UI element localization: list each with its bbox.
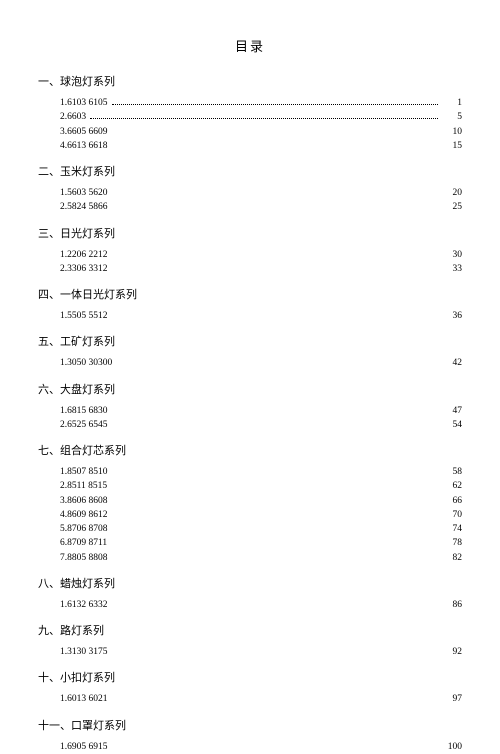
entry-page: 20 [442, 186, 462, 200]
section-head: 十一、口罩灯系列 [38, 717, 462, 733]
toc-body: 一、球泡灯系列1.6103 610512.660353.6605 6609104… [38, 73, 462, 754]
entry-page: 86 [442, 598, 462, 612]
toc-entry: 2.5824 5866 25 [60, 200, 462, 214]
section-head: 九、路灯系列 [38, 622, 462, 638]
toc-entry: 5.8706 8708 74 [60, 522, 462, 536]
entry-label: 1.8507 8510 [60, 465, 108, 479]
section-head: 七、组合灯芯系列 [38, 442, 462, 458]
toc-entry: 4.6613 6618 15 [60, 139, 462, 153]
entry-label: 3.6605 6609 [60, 125, 108, 139]
entry-page: 5 [442, 110, 462, 124]
section-head: 二、玉米灯系列 [38, 163, 462, 179]
entry-page: 54 [442, 418, 462, 432]
toc-entry: 1.6815 6830 47 [60, 404, 462, 418]
entry-page: 10 [442, 125, 462, 139]
entry-label: 1.5505 5512 [60, 309, 108, 323]
toc-entry: 7.8805 8808 82 [60, 551, 462, 565]
entry-label: 2.8511 8515 [60, 479, 107, 493]
section-head: 六、大盘灯系列 [38, 381, 462, 397]
toc-entry: 1.6905 6915 100 [60, 740, 462, 754]
entry-page: 78 [442, 536, 462, 550]
toc-entry: 1.2206 2212 30 [60, 248, 462, 262]
entry-page: 30 [442, 248, 462, 262]
toc-entry: 1.5505 5512 36 [60, 309, 462, 323]
entry-page: 15 [442, 139, 462, 153]
entry-label: 1.2206 2212 [60, 248, 108, 262]
toc-entry: 1.8507 8510 58 [60, 465, 462, 479]
entries: 1.6905 6915 100 [60, 740, 462, 754]
entry-label: 2.3306 3312 [60, 262, 108, 276]
entry-label: 1.3050 30300 [60, 356, 112, 370]
section-head: 五、工矿灯系列 [38, 333, 462, 349]
entry-page: 82 [442, 551, 462, 565]
entries: 1.6103 610512.660353.6605 6609104.6613 6… [60, 96, 462, 153]
entry-label: 1.5603 5620 [60, 186, 108, 200]
entry-label: 4.8609 8612 [60, 508, 108, 522]
entry-page: 100 [442, 740, 462, 754]
entry-page: 66 [442, 494, 462, 508]
toc-title: 目录 [38, 36, 462, 55]
toc-entry: 1.3050 30300 42 [60, 356, 462, 370]
entries: 1.2206 2212 30 2.3306 3312 33 [60, 248, 462, 277]
toc-entry: 6.8709 8711 78 [60, 536, 462, 550]
toc-entry: 1.6103 6105 1 [60, 96, 462, 110]
entry-label: 1.6905 6915 [60, 740, 108, 754]
entry-label: 1.3130 3175 [60, 645, 108, 659]
dot-leader [112, 104, 439, 105]
entry-label: 2.5824 5866 [60, 200, 108, 214]
entry-label: 2.6603 [60, 110, 86, 124]
toc-entry: 2.6603 5 [60, 110, 462, 124]
toc-entry: 1.6013 6021 97 [60, 692, 462, 706]
entries: 1.3130 3175 92 [60, 645, 462, 659]
entry-label: 3.8606 8608 [60, 494, 108, 508]
entry-label: 6.8709 8711 [60, 536, 107, 550]
entry-page: 92 [442, 645, 462, 659]
toc-entry: 1.6132 6332 86 [60, 598, 462, 612]
entries: 1.6013 6021 97 [60, 692, 462, 706]
entry-label: 7.8805 8808 [60, 551, 108, 565]
toc-entry: 3.6605 6609 10 [60, 125, 462, 139]
toc-entry: 2.3306 3312 33 [60, 262, 462, 276]
toc-entry: 3.8606 8608 66 [60, 494, 462, 508]
entry-page: 36 [442, 309, 462, 323]
toc-entry: 1.5603 5620 20 [60, 186, 462, 200]
entries: 1.6815 6830 47 2.6525 6545 54 [60, 404, 462, 433]
entry-page: 70 [442, 508, 462, 522]
entry-label: 1.6132 6332 [60, 598, 108, 612]
entry-page: 42 [442, 356, 462, 370]
entry-label: 4.6613 6618 [60, 139, 108, 153]
section-head: 八、蜡烛灯系列 [38, 575, 462, 591]
entries: 1.5505 5512 36 [60, 309, 462, 323]
entries: 1.6132 6332 86 [60, 598, 462, 612]
dot-leader [90, 118, 438, 119]
entries: 1.3050 30300 42 [60, 356, 462, 370]
section-head: 四、一体日光灯系列 [38, 286, 462, 302]
section-head: 一、球泡灯系列 [38, 73, 462, 89]
section-head: 十、小扣灯系列 [38, 669, 462, 685]
entry-page: 47 [442, 404, 462, 418]
entry-page: 62 [442, 479, 462, 493]
entry-label: 1.6103 6105 [60, 96, 108, 110]
entries: 1.5603 5620 20 2.5824 5866 25 [60, 186, 462, 215]
entry-label: 1.6013 6021 [60, 692, 108, 706]
toc-entry: 2.8511 8515 62 [60, 479, 462, 493]
entry-page: 25 [442, 200, 462, 214]
entry-label: 5.8706 8708 [60, 522, 108, 536]
toc-entry: 1.3130 3175 92 [60, 645, 462, 659]
entry-label: 2.6525 6545 [60, 418, 108, 432]
entry-page: 33 [442, 262, 462, 276]
entry-page: 74 [442, 522, 462, 536]
entry-page: 97 [442, 692, 462, 706]
section-head: 三、日光灯系列 [38, 225, 462, 241]
entry-page: 58 [442, 465, 462, 479]
toc-entry: 2.6525 6545 54 [60, 418, 462, 432]
entry-page: 1 [442, 96, 462, 110]
toc-entry: 4.8609 8612 70 [60, 508, 462, 522]
entries: 1.8507 8510582.8511 8515623.8606 8608664… [60, 465, 462, 565]
entry-label: 1.6815 6830 [60, 404, 108, 418]
